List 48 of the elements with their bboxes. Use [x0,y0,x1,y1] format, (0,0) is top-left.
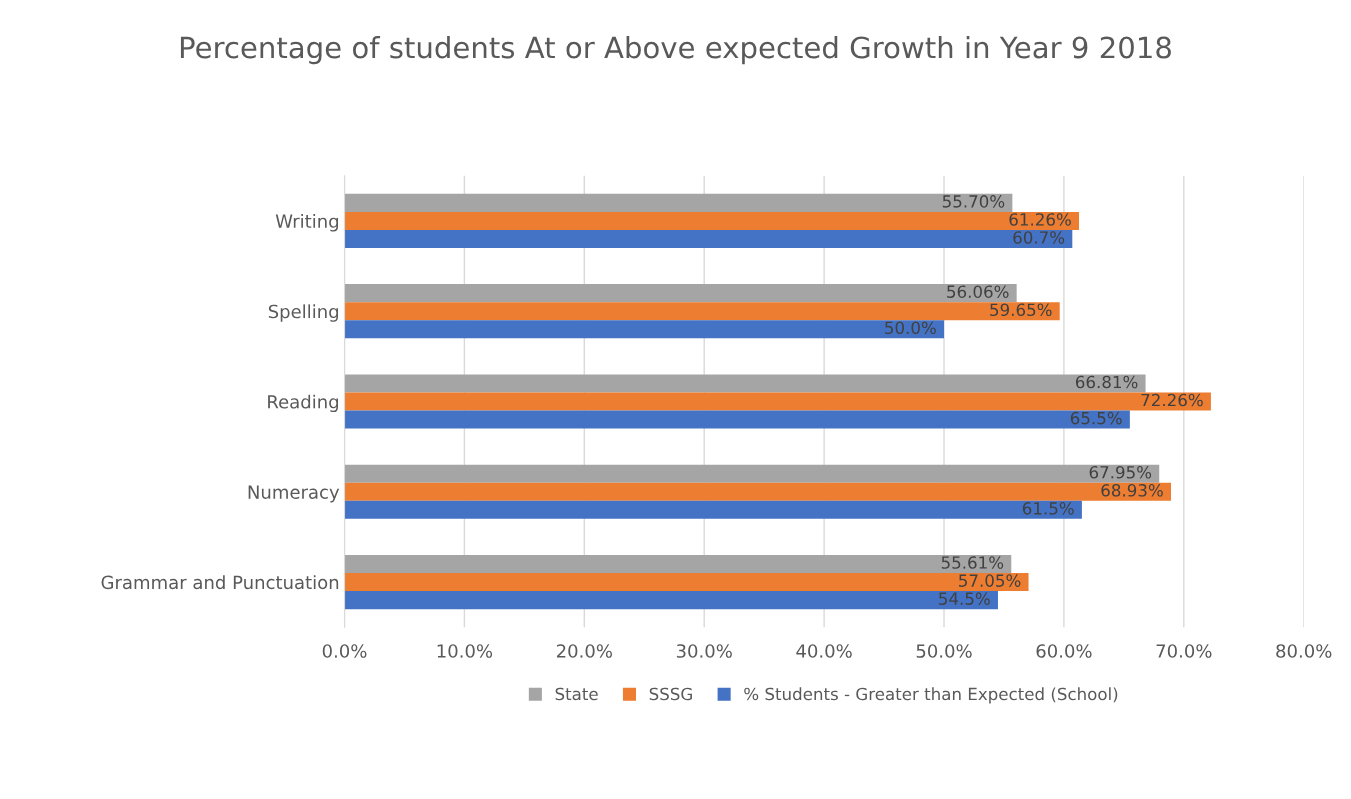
bar [344,284,1017,303]
data-label: 68.93% [1101,484,1163,497]
x-tick-label: 40.0% [796,644,852,658]
x-tick-label: 20.0% [556,644,612,658]
x-tick-label: 0.0% [322,644,367,658]
bar [344,464,1160,483]
legend-label: State [555,687,598,701]
y-tick-label: Writing [275,214,339,232]
y-tick-label: Spelling [268,304,338,322]
data-label: 65.5% [1070,411,1122,425]
data-label: 61.5% [1022,502,1074,515]
data-label: 50.0% [885,321,936,335]
x-tick-label: 60.0% [1036,644,1092,658]
bar [344,500,1082,519]
bar [344,193,1013,212]
bar [344,554,1012,574]
x-tick-label: 50.0% [916,644,972,658]
bar [344,229,1073,249]
y-tick-label: Grammar and Punctuation [101,575,339,590]
chart-title: Percentage of students At or Above expected Growth in Year 9 2018 [180,35,1171,65]
y-tick-label: Reading [268,394,338,413]
bar [344,410,1130,429]
bar [344,573,1029,592]
legend-label: SSSG [649,687,692,701]
x-tick-label: 10.0% [437,644,493,658]
bar [344,374,1146,393]
y-tick-label: Numeracy [248,485,340,503]
bar [344,591,998,610]
bar [344,320,945,339]
data-label: 57.05% [959,574,1021,587]
bar [344,482,1171,501]
bar [344,302,1060,321]
data-label: 66.81% [1075,375,1138,389]
data-label: 56.06% [947,285,1009,298]
data-label: 55.70% [942,195,1005,208]
x-tick-label: 70.0% [1156,644,1212,658]
data-label: 54.5% [939,592,990,605]
data-label: 67.95% [1089,465,1152,479]
x-tick-label: 30.0% [676,644,732,658]
x-tick-label: 80.0% [1276,644,1332,658]
data-label: 60.7% [1013,231,1065,244]
bar [344,392,1211,411]
bar [344,211,1080,230]
data-label: 72.26% [1141,393,1203,407]
data-label: 59.65% [990,303,1052,317]
legend-label: % Students - Greater than Expected (School) [744,687,1118,704]
data-label: 61.26% [1009,213,1071,226]
data-label: 55.61% [941,556,1004,569]
